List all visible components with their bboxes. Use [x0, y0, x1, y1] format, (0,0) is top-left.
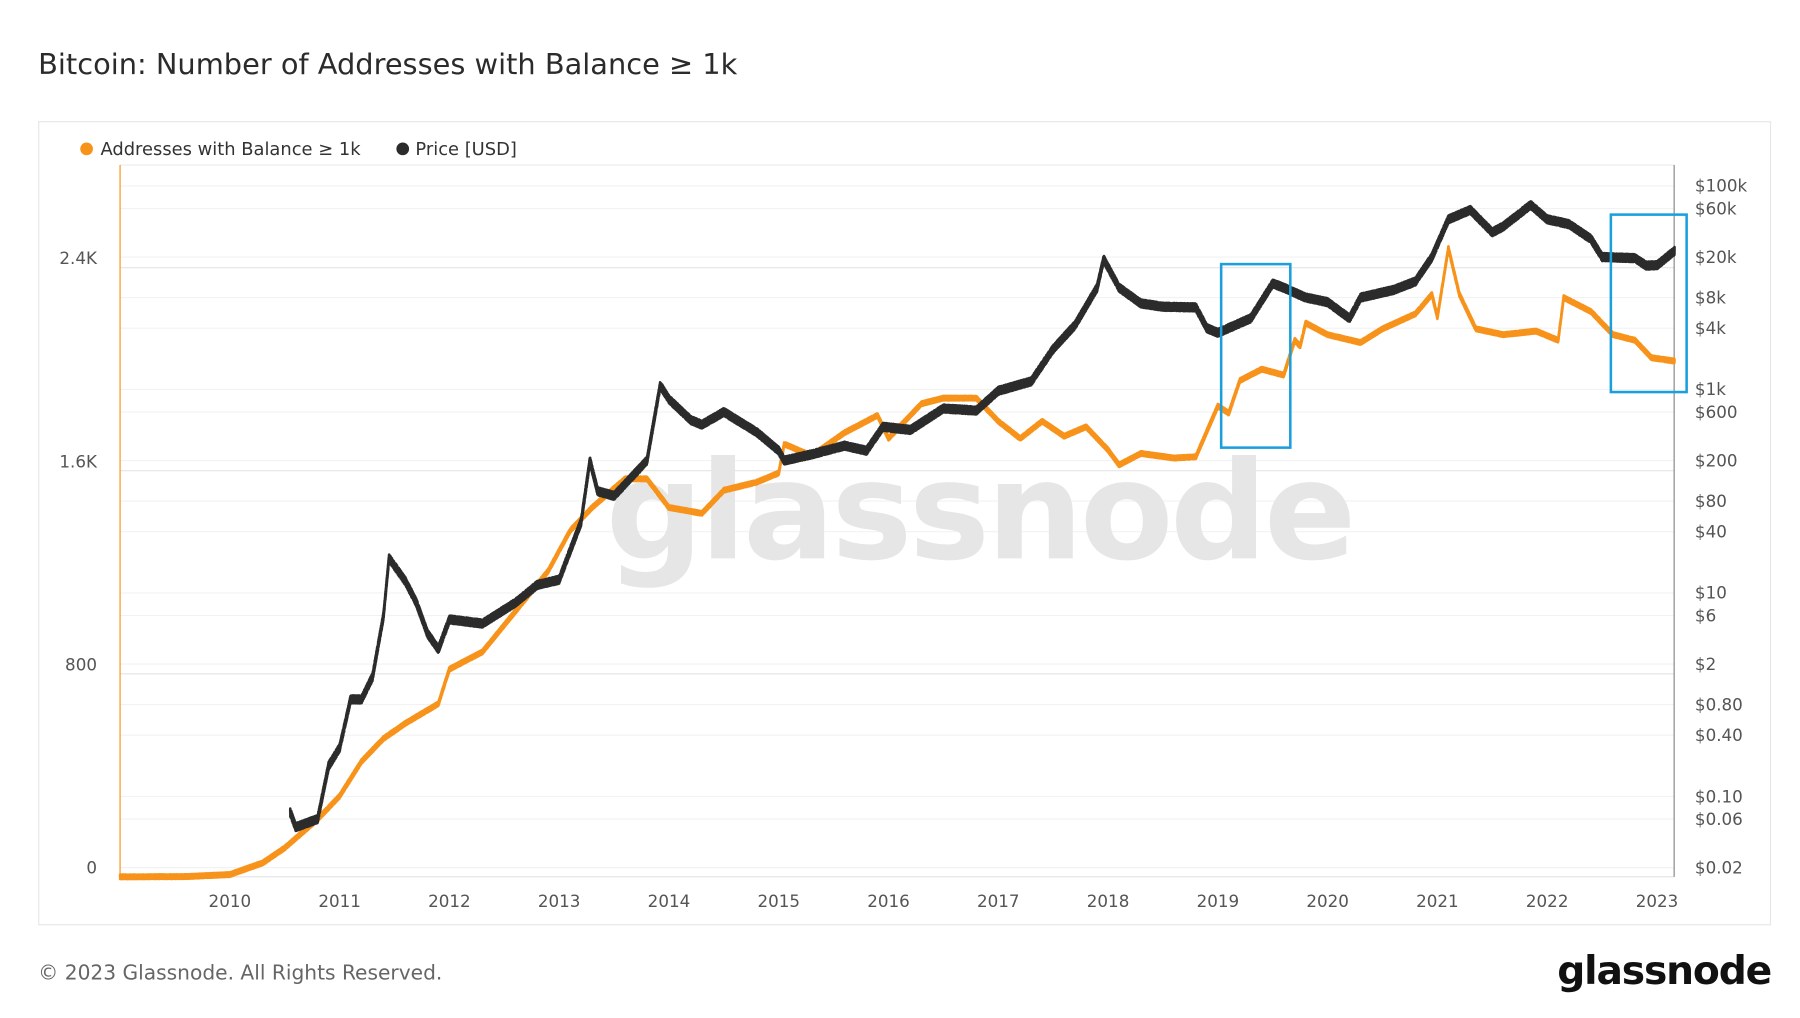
annotations — [1219, 213, 1688, 449]
right-y-tick-label: $80 — [1695, 491, 1727, 511]
x-tick-label: 2013 — [538, 891, 581, 911]
legend-item-price[interactable]: Price [USD] — [396, 139, 517, 160]
legend-marker-addresses — [80, 142, 93, 156]
x-tick-label: 2010 — [209, 891, 252, 911]
copyright: © 2023 Glassnode. All Rights Reserved. — [38, 961, 442, 985]
legend[interactable]: Addresses with Balance ≥ 1k Price [USD] — [80, 139, 517, 160]
highlight-box — [1609, 213, 1688, 394]
right-y-tick-label: $4k — [1695, 318, 1726, 338]
right-y-tick-label: $10 — [1695, 583, 1727, 603]
right-y-tick-label: $0.80 — [1695, 694, 1743, 714]
x-tick-label: 2014 — [648, 891, 691, 911]
gridlines — [120, 164, 1675, 878]
right-y-tick-label: $60k — [1695, 198, 1737, 218]
x-tick-label: 2017 — [977, 891, 1020, 911]
left-y-axis: 0 800 1.6K 2.4K — [59, 248, 98, 877]
chart-frame — [38, 121, 1772, 926]
left-y-tick-label: 0 — [86, 857, 97, 877]
right-y-axis: $100k$60k$20k$8k$4k$1k$600$200$80$40$10$… — [1695, 176, 1748, 878]
right-y-tick-label: $2 — [1695, 654, 1716, 674]
highlight-box — [1219, 262, 1292, 449]
left-y-tick-label: 2.4K — [59, 248, 98, 268]
right-y-tick-label: $20k — [1695, 247, 1737, 267]
series — [118, 200, 1676, 881]
right-y-tick-label: $600 — [1695, 402, 1738, 422]
right-y-tick-label: $200 — [1695, 450, 1738, 470]
legend-label-price: Price [USD] — [415, 139, 516, 160]
right-y-tick-label: $0.10 — [1695, 786, 1743, 806]
left-y-tick-label: 800 — [65, 654, 97, 674]
x-axis: 2010 2011 2012 2013 2014 2015 2016 2017 2018 2019… — [209, 891, 1679, 911]
x-tick-label: 2023 — [1636, 891, 1679, 911]
x-tick-label: 2012 — [428, 891, 471, 911]
watermark: glassnode — [606, 433, 1353, 591]
x-tick-label: 2015 — [757, 891, 800, 911]
legend-marker-price — [396, 142, 410, 156]
legend-label-addresses: Addresses with Balance ≥ 1k — [100, 139, 361, 160]
x-tick-label: 2011 — [318, 891, 361, 911]
right-y-tick-label: $100k — [1695, 176, 1748, 196]
right-y-tick-label: $1k — [1695, 379, 1726, 399]
right-y-tick-label: $6 — [1695, 605, 1716, 625]
x-tick-label: 2016 — [867, 891, 910, 911]
right-y-tick-label: $0.40 — [1695, 725, 1743, 745]
x-tick-label: 2018 — [1087, 891, 1130, 911]
right-y-tick-label: $0.06 — [1695, 809, 1743, 829]
x-tick-label: 2021 — [1416, 891, 1459, 911]
left-y-tick-label: 1.6K — [59, 451, 98, 471]
glassnode-logo: glassnode — [1557, 949, 1771, 994]
x-tick-label: 2020 — [1306, 891, 1349, 911]
x-tick-label: 2022 — [1526, 891, 1569, 911]
right-y-tick-label: $40 — [1695, 521, 1727, 541]
right-y-tick-label: $8k — [1695, 287, 1726, 307]
chart-title: Bitcoin: Number of Addresses with Balanc… — [38, 47, 737, 81]
legend-item-addresses[interactable]: Addresses with Balance ≥ 1k — [80, 139, 361, 160]
x-tick-label: 2019 — [1197, 891, 1240, 911]
right-y-tick-label: $0.02 — [1695, 857, 1743, 877]
series-line-price — [288, 200, 1676, 833]
